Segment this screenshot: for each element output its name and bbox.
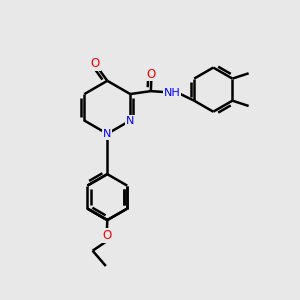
Text: O: O xyxy=(147,68,156,80)
Text: NH: NH xyxy=(164,88,180,98)
Text: O: O xyxy=(102,229,111,242)
Text: N: N xyxy=(126,116,134,126)
Text: O: O xyxy=(90,57,100,70)
Text: N: N xyxy=(103,129,112,139)
